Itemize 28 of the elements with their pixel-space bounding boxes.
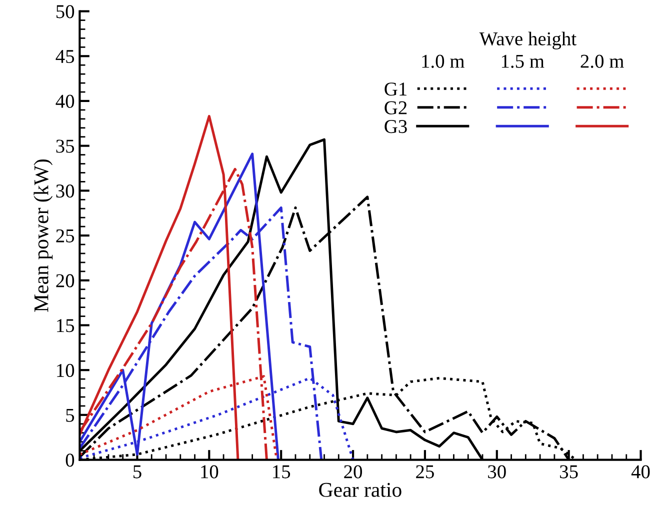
x-tick-label: 5 <box>133 465 142 478</box>
x-tick-label: 30 <box>488 465 506 478</box>
annotation: 1.0 m <box>422 54 464 68</box>
legend-title: Wave height <box>479 32 576 50</box>
x-tick-label: 40 <box>631 465 650 478</box>
y-tick-label: 15 <box>57 319 74 332</box>
y-tick-label: 5 <box>66 408 74 422</box>
x-axis-title: Gear ratio <box>319 482 402 497</box>
legend-label: G3 <box>384 120 407 134</box>
x-tick-label: 10 <box>201 465 218 478</box>
y-tick-label: 45 <box>56 50 74 64</box>
legend-label: G2 <box>384 101 407 114</box>
x-tick-label: 25 <box>416 465 434 478</box>
x-tick-label: 15 <box>273 465 290 478</box>
y-tick-label: 10 <box>57 364 74 378</box>
annotation: 2.0 m <box>580 54 624 68</box>
x-tick-label: 20 <box>344 465 362 478</box>
x-tick-label: 35 <box>560 465 578 478</box>
y-axis-title: Mean power (kW) <box>34 160 53 312</box>
y-tick-label: 40 <box>56 94 74 108</box>
y-tick-label: 25 <box>56 229 74 242</box>
y-tick-label: 30 <box>56 184 74 198</box>
y-tick-label: 0 <box>66 454 74 467</box>
y-tick-label: 50 <box>56 5 74 18</box>
y-tick-label: 20 <box>56 274 74 288</box>
annotation: 1.5 m <box>502 54 544 68</box>
legend-label: G1 <box>384 82 406 96</box>
y-tick-label: 35 <box>56 140 74 153</box>
